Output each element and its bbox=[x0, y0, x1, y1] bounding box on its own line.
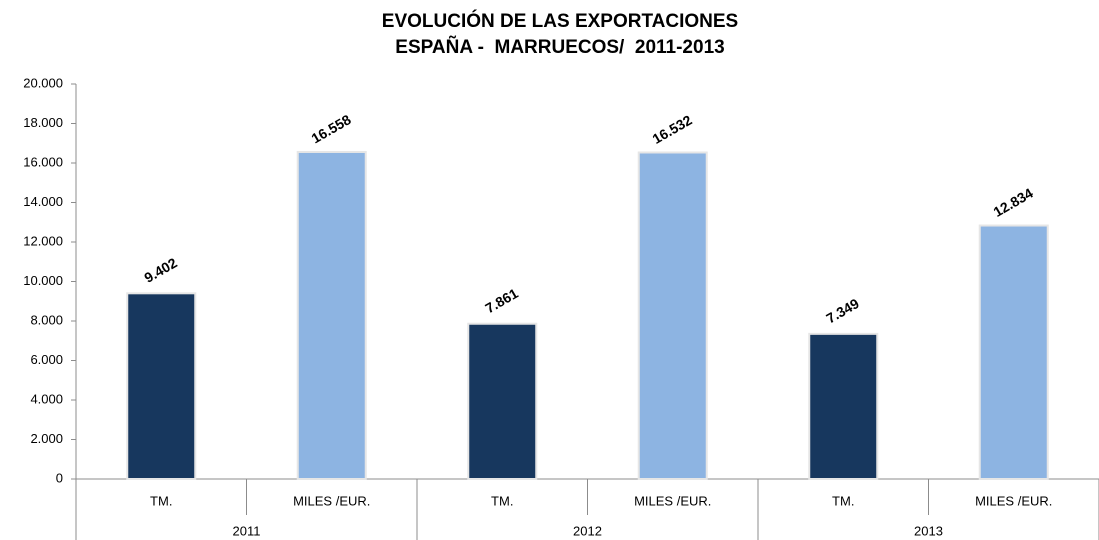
y-tick-label: 2.000 bbox=[30, 431, 63, 446]
x-tick-label: TM. bbox=[150, 493, 172, 508]
bar bbox=[978, 224, 1049, 480]
y-tick-label: 4.000 bbox=[30, 391, 63, 406]
x-group-label: 2011 bbox=[233, 523, 261, 538]
value-label: 7.349 bbox=[823, 295, 862, 326]
x-tick-label: MILES /EUR. bbox=[293, 493, 370, 508]
y-tick-label: 12.000 bbox=[23, 233, 63, 248]
y-tick-label: 8.000 bbox=[30, 312, 63, 327]
y-tick-label: 16.000 bbox=[23, 154, 63, 169]
value-label: 7.861 bbox=[482, 285, 521, 316]
chart-subtitle: ESPAÑA - MARRUECOS/ 2011-2013 bbox=[395, 36, 724, 58]
x-group-label: 2013 bbox=[914, 523, 943, 538]
x-group-label: 2012 bbox=[573, 523, 602, 538]
y-tick-label: 0 bbox=[56, 470, 63, 485]
value-label: 16.532 bbox=[650, 112, 695, 147]
y-tick-label: 14.000 bbox=[23, 194, 63, 209]
value-label: 9.402 bbox=[141, 254, 180, 285]
y-tick-label: 10.000 bbox=[23, 273, 63, 288]
y-tick-label: 18.000 bbox=[23, 115, 63, 130]
bar bbox=[296, 150, 367, 481]
bar bbox=[126, 292, 197, 480]
bar bbox=[467, 322, 538, 480]
bar bbox=[637, 151, 708, 480]
chart-title: EVOLUCIÓN DE LAS EXPORTACIONES bbox=[382, 10, 738, 32]
y-tick-label: 6.000 bbox=[30, 352, 63, 367]
x-tick-label: TM. bbox=[832, 493, 854, 508]
bar bbox=[808, 332, 879, 480]
y-tick-label: 20.000 bbox=[23, 75, 63, 90]
x-tick-label: MILES /EUR. bbox=[634, 493, 711, 508]
value-label: 16.558 bbox=[309, 111, 354, 146]
x-tick-label: TM. bbox=[491, 493, 513, 508]
x-tick-label: MILES /EUR. bbox=[975, 493, 1052, 508]
value-label: 12.834 bbox=[991, 185, 1036, 220]
